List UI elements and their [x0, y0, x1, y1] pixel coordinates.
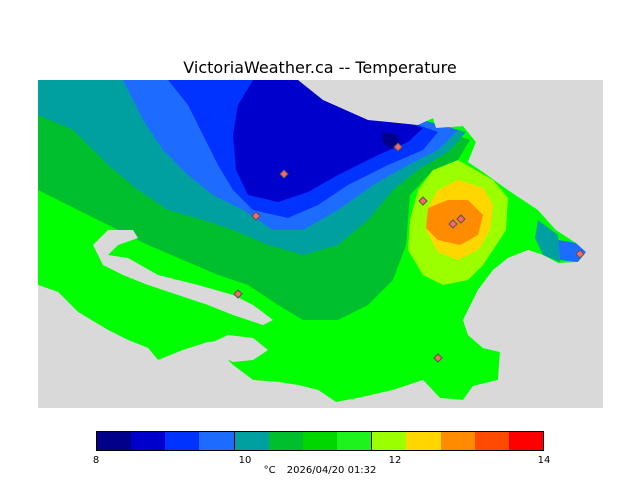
legend-caption: °C 2026/04/20 01:32 — [0, 465, 640, 476]
water-north — [298, 80, 603, 252]
colorbar-swatch — [337, 432, 373, 450]
colorbar-swatch — [234, 432, 269, 450]
diamond-icon — [433, 353, 443, 363]
colorbar-swatch — [372, 432, 407, 450]
tick-label: 10 — [238, 455, 252, 466]
diamond-icon — [575, 249, 585, 259]
colorbar — [96, 431, 544, 451]
diamond-icon — [456, 214, 466, 224]
colorbar-swatch — [508, 432, 544, 450]
tick-label: 14 — [537, 455, 551, 466]
colorbar-swatch — [165, 432, 200, 450]
unit-label: °C — [263, 465, 276, 476]
colorbar-swatch — [97, 432, 132, 450]
diamond-icon — [279, 169, 289, 179]
timestamp: 2026/04/20 01:32 — [286, 465, 377, 476]
diamond-icon — [448, 219, 458, 229]
page-title: VictoriaWeather.ca -- Temperature — [183, 58, 457, 77]
colorbar-swatch — [131, 432, 166, 450]
station-markers — [233, 142, 585, 363]
zone-8.5 — [233, 80, 423, 202]
tick-label: 8 — [92, 455, 100, 466]
water-south — [38, 250, 603, 408]
colorbar-swatch — [199, 432, 235, 450]
zone-east-teal — [535, 220, 560, 262]
colorbar-swatch — [302, 432, 338, 450]
colorbar-swatch — [406, 432, 441, 450]
diamond-icon — [393, 142, 403, 152]
water-inlet-south — [213, 335, 268, 362]
temperature-map — [38, 80, 603, 408]
diamond-icon — [251, 211, 261, 221]
colorbar-swatch — [440, 432, 475, 450]
colorbar-swatch — [268, 432, 303, 450]
water-inlet-west — [93, 230, 273, 325]
tick-label: 12 — [388, 455, 402, 466]
colorbar-swatch — [474, 432, 509, 450]
diamond-icon — [418, 196, 428, 206]
diamond-icon — [233, 289, 243, 299]
zone-8 — [382, 132, 400, 148]
